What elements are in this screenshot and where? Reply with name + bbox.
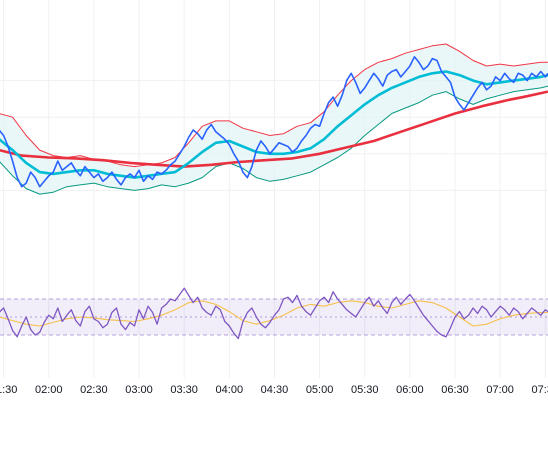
time-axis-tick-label: 07:00 <box>486 384 514 396</box>
price-panel[interactable] <box>0 43 548 195</box>
time-axis-tick-label: 05:00 <box>306 384 334 396</box>
bollinger-band-fill <box>0 44 548 195</box>
rsi-panel[interactable] <box>0 287 548 340</box>
bollinger-basis-line <box>0 70 548 179</box>
time-axis-tick-label: 06:00 <box>396 384 424 396</box>
time-axis-tick-label: 01:30 <box>0 384 17 396</box>
rsi-line <box>0 287 548 340</box>
time-axis-tick-label: 02:00 <box>35 384 63 396</box>
time-axis-tick-label: 04:30 <box>261 384 289 396</box>
time-axis-tick-label: 02:30 <box>80 384 108 396</box>
time-axis-tick-label: 03:00 <box>125 384 153 396</box>
time-axis-tick-label: 06:30 <box>441 384 469 396</box>
price-line <box>0 56 548 188</box>
time-axis[interactable]: 01:30 02:00 02:30 03:00 03:30 04:00 04:30 05:00… <box>0 384 548 396</box>
time-axis-tick-label: 04:00 <box>216 384 244 396</box>
bollinger-lower-line <box>0 85 548 195</box>
time-axis-tick-label: 05:30 <box>351 384 379 396</box>
time-axis-tick-label: 07:30 <box>532 384 548 396</box>
time-axis-tick-label: 03:30 <box>170 384 198 396</box>
rsi-moving-average-line <box>0 300 548 327</box>
long-moving-average-line <box>0 90 548 168</box>
